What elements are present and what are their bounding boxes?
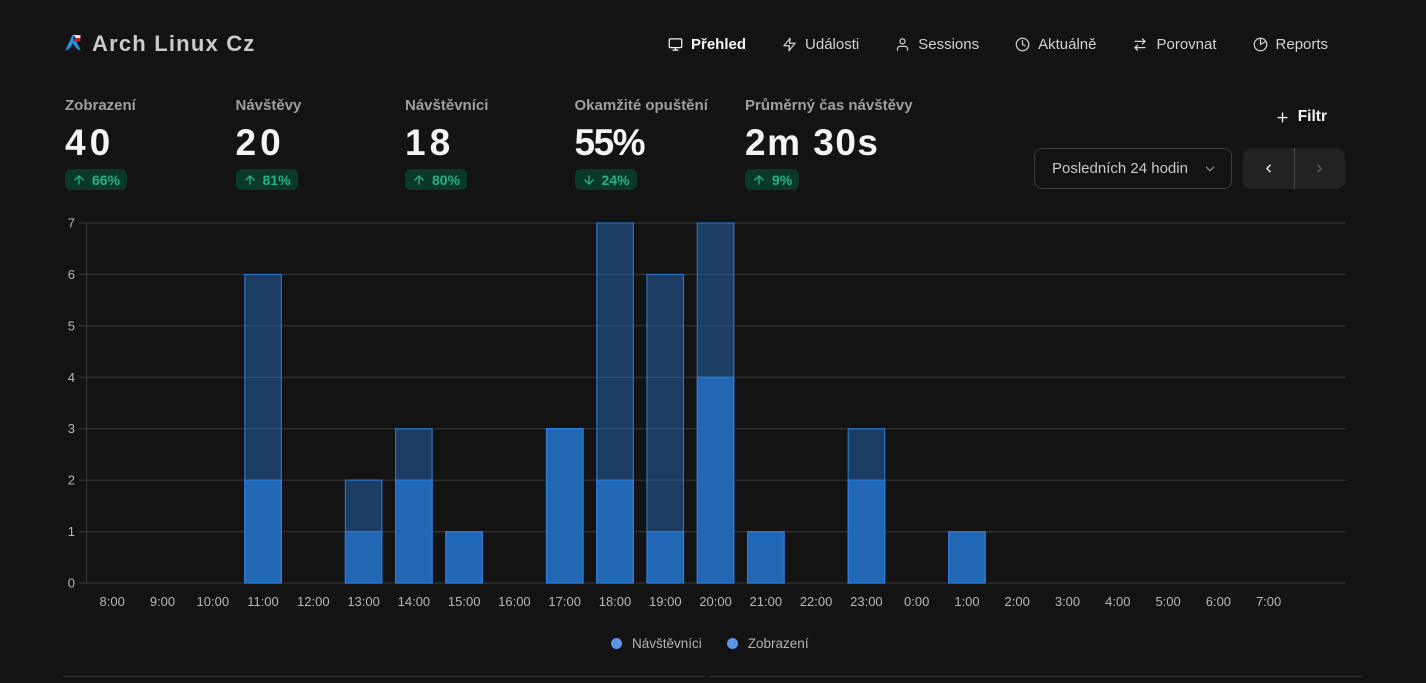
svg-text:7:00: 7:00 <box>1256 594 1281 609</box>
svg-text:11:00: 11:00 <box>247 594 279 609</box>
svg-text:2: 2 <box>68 473 75 488</box>
svg-text:6:00: 6:00 <box>1206 594 1231 609</box>
svg-text:13:00: 13:00 <box>347 594 380 609</box>
svg-text:0: 0 <box>68 576 75 591</box>
svg-text:20:00: 20:00 <box>699 594 732 609</box>
svg-text:19:00: 19:00 <box>649 594 682 609</box>
svg-text:14:00: 14:00 <box>398 594 431 609</box>
svg-text:4: 4 <box>68 370 75 385</box>
svg-text:1: 1 <box>68 524 75 539</box>
svg-text:1:00: 1:00 <box>954 594 979 609</box>
svg-text:9:00: 9:00 <box>150 594 175 609</box>
svg-text:5: 5 <box>68 318 75 333</box>
svg-text:5:00: 5:00 <box>1155 594 1180 609</box>
svg-text:22:00: 22:00 <box>800 594 833 609</box>
svg-text:3: 3 <box>68 421 75 436</box>
svg-text:0:00: 0:00 <box>904 594 929 609</box>
svg-text:7: 7 <box>68 216 75 231</box>
svg-text:15:00: 15:00 <box>448 594 481 609</box>
svg-text:10:00: 10:00 <box>197 594 230 609</box>
svg-text:16:00: 16:00 <box>498 594 531 609</box>
svg-text:4:00: 4:00 <box>1105 594 1130 609</box>
svg-text:6: 6 <box>68 267 75 282</box>
svg-text:21:00: 21:00 <box>750 594 783 609</box>
svg-text:18:00: 18:00 <box>599 594 632 609</box>
svg-text:17:00: 17:00 <box>548 594 581 609</box>
svg-text:23:00: 23:00 <box>850 594 883 609</box>
svg-text:12:00: 12:00 <box>297 594 330 609</box>
svg-text:8:00: 8:00 <box>100 594 125 609</box>
svg-text:3:00: 3:00 <box>1055 594 1080 609</box>
svg-text:2:00: 2:00 <box>1005 594 1030 609</box>
